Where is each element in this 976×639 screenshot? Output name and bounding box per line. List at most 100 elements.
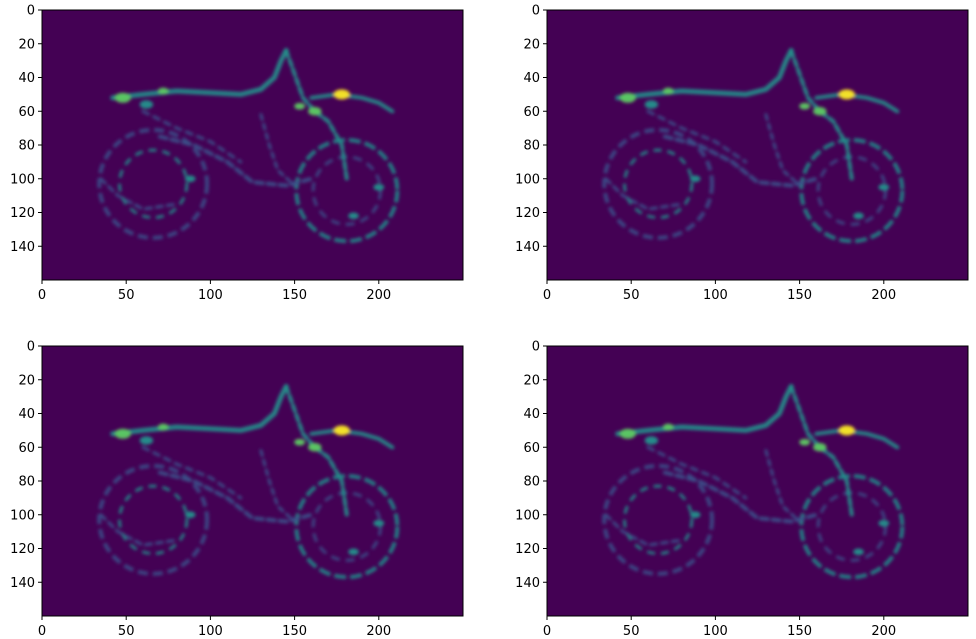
engine-outline	[259, 449, 297, 523]
x-tick-label: 50	[118, 288, 135, 303]
intensity-spot	[294, 438, 306, 446]
heatmap-image	[97, 48, 400, 244]
y-axis: 0 20 40 60 80 100 120 140	[10, 340, 42, 591]
y-tick-label: 140	[515, 576, 540, 591]
intensity-spot	[799, 438, 811, 446]
frame-mid	[646, 445, 748, 500]
intensity-spot	[139, 436, 154, 445]
intensity-spot	[157, 87, 169, 95]
y-tick-label: 40	[523, 407, 540, 422]
y-tick-label: 140	[10, 240, 35, 255]
frame-lower	[662, 470, 819, 524]
front-fender	[309, 92, 395, 114]
x-tick-label: 200	[366, 288, 391, 303]
wheel-ring	[311, 491, 382, 562]
wheel-ring	[97, 463, 210, 576]
wheel-ring	[816, 491, 887, 562]
y-axis: 0 20 40 60 80 100 120 140	[515, 4, 547, 255]
y-tick-label: 40	[523, 71, 540, 86]
frame-lower	[662, 134, 819, 188]
intensity-spot	[838, 425, 855, 436]
intensity-spot	[689, 511, 701, 519]
frame-lower	[157, 134, 314, 188]
heatmap-image	[602, 48, 905, 244]
intensity-spot	[662, 423, 674, 431]
front-fender	[814, 428, 900, 450]
y-tick-label: 60	[18, 441, 35, 456]
wheel-ring	[622, 148, 694, 220]
y-tick-label: 80	[18, 139, 35, 154]
y-tick-label: 140	[515, 240, 540, 255]
intensity-spot	[619, 428, 636, 439]
intensity-spot	[853, 548, 864, 556]
y-tick-label: 100	[515, 508, 540, 523]
y-tick-label: 80	[18, 475, 35, 490]
y-tick-label: 60	[18, 105, 35, 120]
y-tick-label: 40	[18, 407, 35, 422]
intensity-spot	[308, 107, 322, 116]
intensity-spot	[184, 511, 196, 519]
y-tick-label: 80	[523, 139, 540, 154]
y-tick-label: 20	[523, 373, 540, 388]
subplot-4: 0 20 40 60 80 100 120 140 0 50 100 150 200	[515, 340, 969, 639]
seat-line	[110, 48, 289, 101]
y-tick-label: 100	[10, 508, 35, 523]
y-tick-label: 20	[18, 37, 35, 52]
y-tick-label: 120	[515, 206, 540, 221]
intensity-spot	[139, 100, 154, 109]
y-axis: 0 20 40 60 80 100 120 140	[515, 340, 547, 591]
y-tick-label: 0	[27, 340, 35, 355]
plot-area	[547, 346, 968, 616]
subplot-3: 0 20 40 60 80 100 120 140 0 50 100 150 200	[10, 340, 464, 639]
x-axis: 0 50 100 150 200	[543, 616, 896, 639]
x-tick-label: 150	[282, 624, 307, 639]
x-tick-label: 150	[787, 624, 812, 639]
intensity-spot	[838, 89, 855, 100]
seat-line	[615, 384, 794, 437]
wheel-ring	[311, 155, 382, 226]
x-tick-label: 50	[623, 288, 640, 303]
intensity-spot	[878, 519, 890, 527]
edge-strokes	[602, 48, 905, 244]
wheel-ring	[799, 137, 905, 244]
intensity-spot	[184, 175, 196, 183]
intensity-spot	[373, 519, 385, 527]
plot-area	[42, 346, 463, 616]
intensity-spot	[157, 423, 169, 431]
x-tick-label: 0	[38, 288, 46, 303]
intensity-spot	[853, 212, 864, 220]
frame-mid	[141, 109, 243, 164]
edge-strokes	[97, 384, 400, 580]
x-tick-label: 150	[282, 288, 307, 303]
y-tick-label: 0	[27, 4, 35, 19]
x-tick-label: 150	[787, 288, 812, 303]
heatmap-image	[97, 384, 400, 580]
front-fender	[814, 92, 900, 114]
intensity-spot	[348, 212, 359, 220]
intensity-spot	[294, 102, 306, 110]
subplot-1: 0 20 40 60 80 100 120 140 0 50 100 150 200	[10, 4, 464, 303]
rear-swing	[99, 177, 179, 211]
x-tick-label: 50	[118, 624, 135, 639]
y-axis: 0 20 40 60 80 100 120 140	[10, 4, 42, 255]
y-tick-label: 20	[523, 37, 540, 52]
x-tick-label: 200	[871, 624, 896, 639]
y-tick-label: 0	[532, 340, 540, 355]
subplot-2: 0 20 40 60 80 100 120 140 0 50 100 150 200	[515, 4, 969, 303]
intensity-spot	[662, 87, 674, 95]
y-tick-label: 120	[515, 542, 540, 557]
intensity-spot	[799, 102, 811, 110]
y-tick-label: 20	[18, 373, 35, 388]
engine-outline	[764, 113, 802, 187]
intensity-spot	[813, 107, 827, 116]
y-tick-label: 0	[532, 4, 540, 19]
x-tick-label: 100	[198, 624, 223, 639]
x-tick-label: 0	[38, 624, 46, 639]
wheel-ring	[294, 473, 400, 580]
wheel-ring	[117, 484, 189, 556]
plot-area	[547, 10, 968, 280]
intensity-spot	[348, 548, 359, 556]
x-tick-label: 50	[623, 624, 640, 639]
frame-lower	[157, 470, 314, 524]
intensity-spot	[308, 443, 322, 452]
